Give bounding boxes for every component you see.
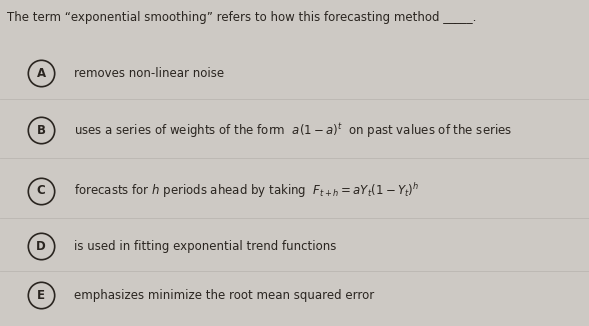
Text: A: A <box>37 67 46 80</box>
Text: E: E <box>37 289 45 302</box>
Text: emphasizes minimize the root mean squared error: emphasizes minimize the root mean square… <box>74 289 374 302</box>
Text: removes non-linear noise: removes non-linear noise <box>74 67 224 80</box>
Text: forecasts for $h$ periods ahead by taking  $F_{t+h}=aY_{t}(1-Y_{t})^{h}$: forecasts for $h$ periods ahead by takin… <box>74 181 419 200</box>
Text: B: B <box>37 124 46 137</box>
Text: uses a series of weights of the form  $a(1-a)^{t}$  on past values of the series: uses a series of weights of the form $a(… <box>74 121 512 140</box>
Text: C: C <box>37 184 45 197</box>
Text: is used in fitting exponential trend functions: is used in fitting exponential trend fun… <box>74 240 336 253</box>
Text: The term “exponential smoothing” refers to how this forecasting method _____.: The term “exponential smoothing” refers … <box>7 11 477 24</box>
Text: D: D <box>37 240 46 253</box>
